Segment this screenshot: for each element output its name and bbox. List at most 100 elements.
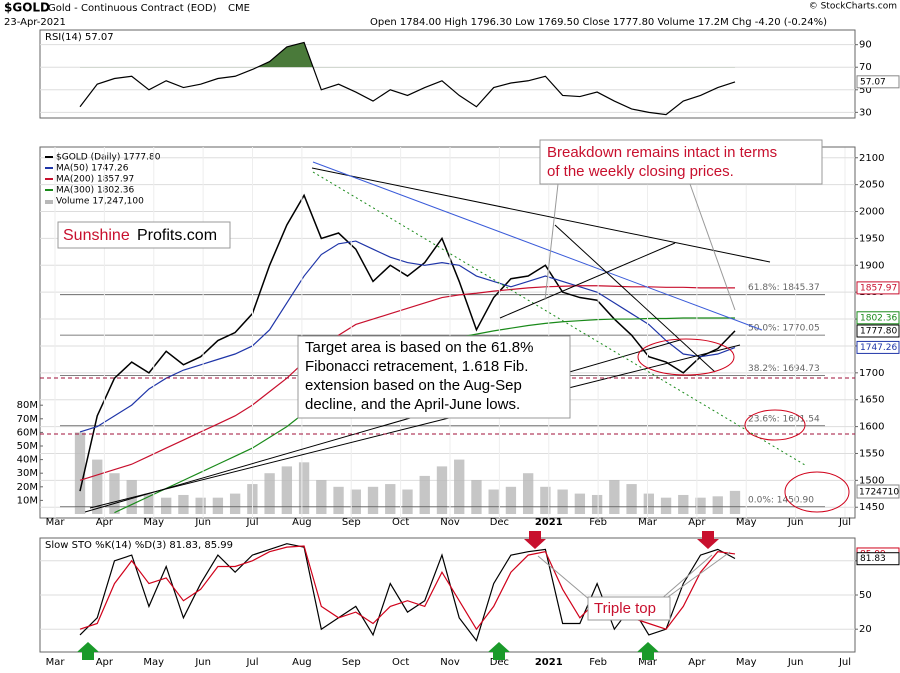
volume-tick-label: 10M bbox=[17, 495, 38, 506]
x-tick-label: Jul bbox=[838, 517, 851, 528]
annotation-box bbox=[539, 139, 823, 185]
volume-bar bbox=[385, 484, 396, 514]
price-tag-box bbox=[856, 281, 900, 295]
volume-bar bbox=[574, 493, 586, 514]
annotation-box bbox=[587, 596, 671, 621]
highlight-circle bbox=[744, 409, 806, 441]
volume-bar bbox=[229, 493, 241, 514]
x-tick-label: May bbox=[143, 517, 164, 528]
volume-bar bbox=[281, 466, 293, 514]
price-tag-box bbox=[856, 75, 900, 89]
trendlines bbox=[40, 161, 855, 611]
volume-bar bbox=[109, 473, 120, 514]
volume-bar bbox=[350, 489, 361, 514]
volume-bar bbox=[660, 497, 672, 514]
annotation-text: Fibonacci retracement, 1.618 Fib. bbox=[305, 358, 528, 375]
sell-arrow bbox=[697, 531, 719, 549]
y-tick-label: 1450 bbox=[859, 502, 884, 513]
buy-arrow bbox=[488, 642, 510, 660]
volume-tag: 1724710 bbox=[859, 488, 899, 498]
fib-label: 23.6%: 1601.54 bbox=[748, 414, 820, 424]
x-tick-label: May bbox=[143, 657, 164, 668]
fib-label: 38.2%: 1694.73 bbox=[748, 364, 820, 374]
trendline bbox=[554, 224, 716, 373]
y-tick-label: 70 bbox=[859, 62, 872, 73]
annotation-triple-top: Triple top bbox=[587, 596, 671, 621]
highlight-circle bbox=[784, 471, 850, 513]
x-tick-label: Dec bbox=[490, 517, 509, 528]
annotation-text: Breakdown remains intact in terms bbox=[547, 144, 777, 161]
y-tick-label: 2100 bbox=[859, 153, 884, 164]
x-tick-label: 2021 bbox=[535, 517, 563, 528]
y-tick-label: 1550 bbox=[859, 448, 884, 459]
price-tag: 57.07 bbox=[860, 77, 886, 87]
volume-bar bbox=[712, 496, 723, 514]
volume-bar bbox=[557, 489, 568, 514]
series-line bbox=[79, 41, 736, 116]
date: 23-Apr-2021 bbox=[4, 17, 66, 28]
x-tick-label: May bbox=[736, 517, 757, 528]
annotation-breakdown: Breakdown remains intact in terms of the… bbox=[539, 139, 823, 185]
trendline bbox=[312, 161, 763, 331]
volume-bar bbox=[436, 466, 448, 514]
panel-title: Slow STO %K(14) %D(3) 81.83, 85.99 bbox=[45, 540, 233, 551]
volume-bar bbox=[419, 475, 430, 514]
volume-bar bbox=[454, 459, 465, 514]
volume-bar bbox=[695, 497, 706, 514]
fib-label: 0.0%: 1450.90 bbox=[748, 495, 814, 505]
panel-title: RSI(14) 57.07 bbox=[45, 32, 114, 43]
volume-bar bbox=[298, 462, 310, 514]
x-tick-label: Oct bbox=[392, 657, 409, 668]
volume-tick-label: 50M bbox=[17, 441, 38, 452]
trendline bbox=[312, 171, 806, 466]
y-tick-label: 90 bbox=[859, 40, 872, 51]
y-tick-label: 30 bbox=[859, 107, 872, 118]
y-tick-label: 50 bbox=[859, 590, 872, 601]
y-tick-label: 2050 bbox=[859, 180, 884, 191]
price-tag: 1777.80 bbox=[860, 326, 897, 336]
logo-text: Profits.com bbox=[137, 227, 217, 244]
symbol-name: Gold - Continuous Contract (EOD) bbox=[48, 3, 217, 14]
x-tick-label: Aug bbox=[292, 657, 312, 668]
y-tick-label: 1900 bbox=[859, 260, 884, 271]
x-tick-label: 2021 bbox=[535, 657, 563, 668]
legend-swatch bbox=[45, 167, 53, 169]
x-tick-label: May bbox=[736, 657, 757, 668]
plot-layer: 30 50 70 90 RSI(14) 57.07 57.07 1450 1500 1550 16… bbox=[17, 29, 900, 668]
annotation-target: Target area is based on the 61.8% Fibona… bbox=[297, 335, 571, 419]
volume-bar bbox=[540, 486, 551, 514]
price-tag: 1802.36 bbox=[860, 313, 897, 323]
y-tick-label: 1650 bbox=[859, 395, 884, 406]
volume-bar bbox=[212, 497, 224, 514]
price-tag-box bbox=[856, 311, 900, 325]
x-tick-label: Jul bbox=[245, 657, 258, 668]
legend-swatch bbox=[45, 156, 53, 158]
x-tick-label: Apr bbox=[96, 657, 114, 668]
trendline bbox=[89, 344, 741, 509]
volume-bar bbox=[471, 480, 482, 514]
x-tick-label: Feb bbox=[589, 657, 607, 668]
price-tag: 81.83 bbox=[860, 554, 886, 564]
highlight-circle bbox=[637, 338, 735, 376]
y-tick-label: 1500 bbox=[859, 475, 884, 486]
volume-tick-label: 80M bbox=[17, 400, 38, 411]
x-tick-label: Jun bbox=[787, 517, 804, 528]
callout-line bbox=[659, 554, 713, 601]
volume-tick-label: 70M bbox=[17, 414, 38, 425]
legend-entry: MA(50) 1747.26 bbox=[56, 164, 129, 174]
price-tag-box bbox=[856, 340, 900, 354]
x-tick-label: Jul bbox=[245, 517, 258, 528]
x-tick-label: Mar bbox=[638, 517, 658, 528]
x-tick-label: Sep bbox=[342, 657, 361, 668]
volume-bar bbox=[333, 486, 344, 514]
x-tick-label: Apr bbox=[688, 517, 706, 528]
x-tick-label: Mar bbox=[638, 657, 658, 668]
volume-bar bbox=[488, 489, 499, 514]
callout-line bbox=[689, 183, 736, 311]
series-line bbox=[79, 285, 735, 481]
legend-entry: Volume 17,247,100 bbox=[56, 197, 144, 207]
price-tag: 1857.97 bbox=[860, 283, 897, 293]
volume-bar bbox=[178, 494, 189, 514]
volume-bar bbox=[126, 480, 137, 514]
x-tick-label: Mar bbox=[46, 517, 66, 528]
